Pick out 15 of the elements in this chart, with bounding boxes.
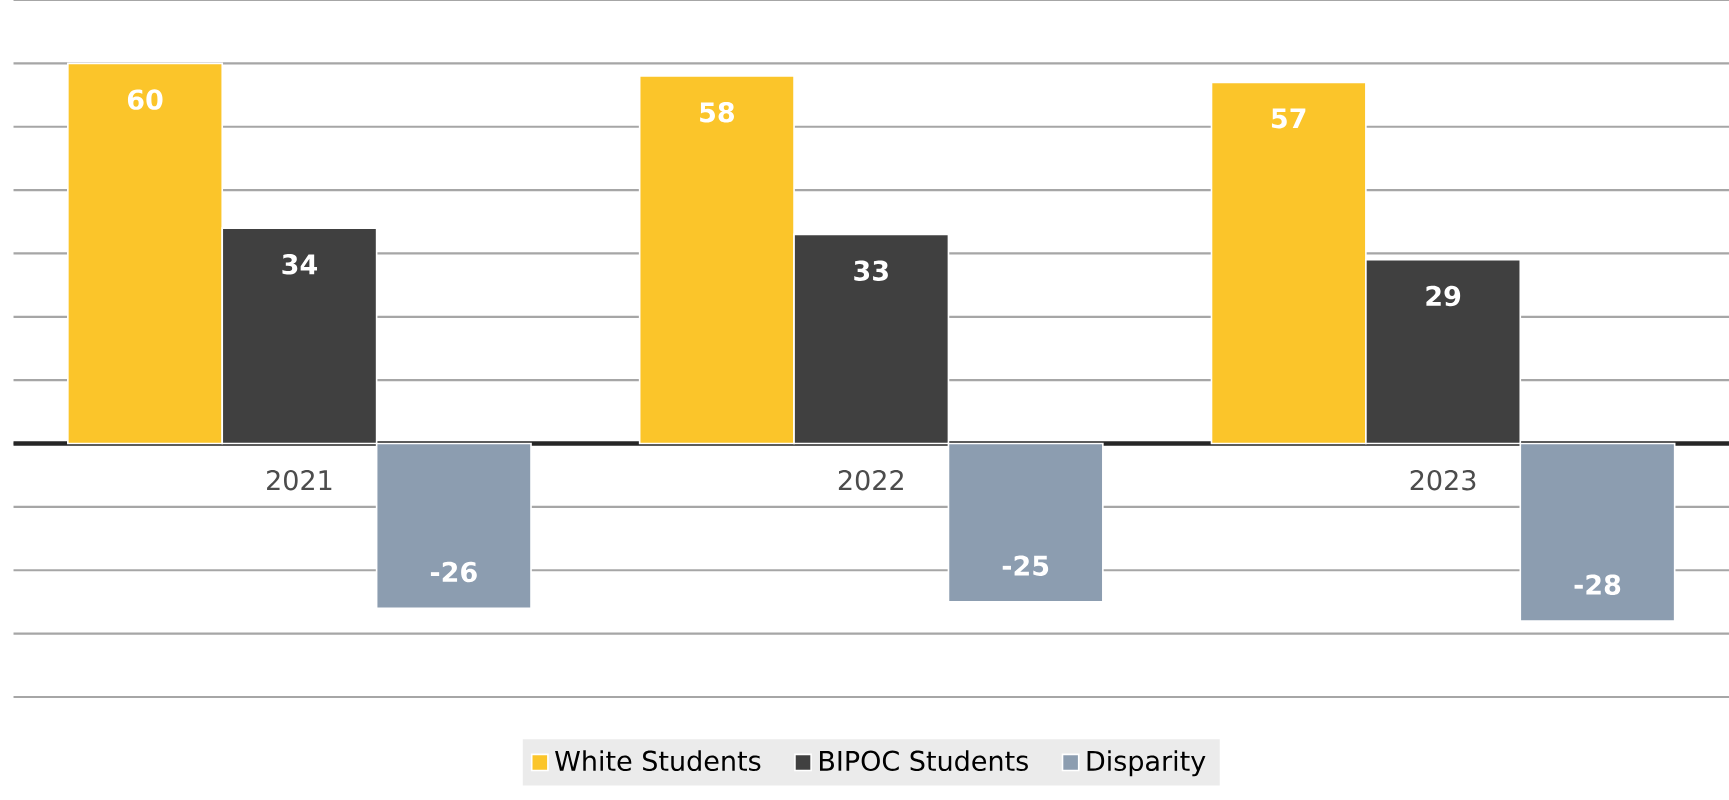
data-label: -28: [1574, 574, 1621, 596]
data-label: 29: [1426, 285, 1461, 307]
data-label: 58: [700, 102, 734, 123]
legend-label: Disparity: [1087, 750, 1206, 777]
data-label: 33: [854, 260, 888, 282]
legend-label: BIPOC Students: [820, 750, 1028, 772]
data-label: 57: [1271, 108, 1306, 129]
data-label: 34: [282, 254, 318, 275]
x-tick-label: 2021: [267, 470, 332, 491]
data-label: -25: [1002, 555, 1049, 577]
x-tick-label: 2023: [1410, 470, 1476, 491]
x-tick-label: 2022: [838, 470, 903, 491]
legend-label: White Students: [555, 750, 761, 772]
data-label: 60: [127, 89, 163, 110]
data-label: -26: [430, 561, 477, 583]
